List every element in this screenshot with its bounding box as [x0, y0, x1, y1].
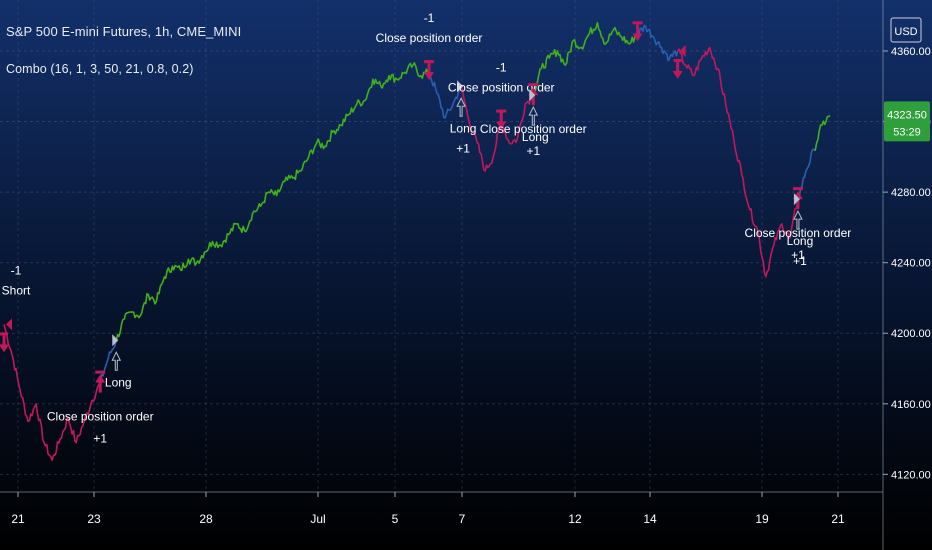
- cover-arrow-icon: [95, 374, 106, 393]
- long-flag-icon: [529, 89, 536, 102]
- price-segment-neutral: [636, 24, 679, 62]
- price-tick-label: 4280.00: [891, 187, 931, 199]
- grid: [0, 0, 883, 492]
- long-arrow-icon: [111, 351, 122, 371]
- order-type-label: Close position order: [47, 410, 154, 424]
- price-segment-down: [676, 46, 799, 278]
- price-segment-down: [460, 86, 535, 172]
- price-segment-down: [3, 324, 101, 462]
- order-type-label: Close position order: [448, 81, 555, 95]
- price-segment-up: [532, 21, 639, 96]
- long-arrow-icon: [793, 210, 803, 230]
- exit-arrow-icon: [424, 63, 435, 81]
- order-qty-label: +1: [791, 248, 805, 262]
- time-tick-label: 12: [568, 512, 582, 526]
- exit-marker-bar: [424, 60, 435, 64]
- price-segment-neutral: [99, 340, 118, 383]
- cover-marker-bar: [95, 370, 106, 374]
- short-arrow-icon: [0, 335, 9, 353]
- price-segment-neutral: [428, 71, 462, 119]
- order-qty-label: +1: [526, 144, 540, 158]
- order-type-label: Long: [787, 234, 814, 248]
- order-type-label: Long: [105, 375, 132, 389]
- time-tick-label: 21: [11, 512, 25, 526]
- symbol-title[interactable]: S&P 500 E-mini Futures, 1h, CME_MINI: [6, 24, 242, 39]
- time-tick-label: 21: [831, 512, 845, 526]
- price-tick-label: 4120.00: [891, 469, 931, 481]
- time-tick-label: 23: [87, 512, 101, 526]
- bar-countdown-label: 53:29: [893, 126, 921, 138]
- time-tick-label: 19: [755, 512, 769, 526]
- price-series: [3, 21, 831, 462]
- short-flag-icon: [679, 45, 686, 57]
- time-tick-label: 28: [199, 512, 213, 526]
- long-flag-icon: [457, 80, 464, 93]
- price-tick-label: 4200.00: [891, 328, 931, 340]
- order-type-label: Close position order: [376, 31, 483, 45]
- price-segment-up: [813, 114, 831, 151]
- order-type-label: Close position order: [745, 226, 852, 240]
- short-flag-icon: [6, 318, 12, 331]
- order-type-label: Long: [450, 121, 477, 135]
- exit-arrow-icon: [632, 24, 643, 42]
- order-qty-label: -1: [11, 263, 22, 277]
- price-tick-label: 4240.00: [891, 258, 931, 270]
- time-tick-label: 5: [392, 512, 399, 526]
- time-tick-label: Jul: [310, 512, 325, 526]
- cover-marker-bar: [792, 187, 803, 191]
- short-marker-bar: [0, 332, 8, 336]
- order-type-label: Close position order: [480, 122, 587, 136]
- currency-box: [890, 17, 922, 43]
- cover-marker-bar: [528, 83, 539, 87]
- exit-marker-bar: [632, 21, 643, 25]
- short-marker-bar: [673, 59, 682, 62]
- study-legend[interactable]: Combo (16, 1, 3, 50, 21, 0.8, 0.2): [6, 62, 194, 76]
- order-type-label: Short: [2, 283, 31, 297]
- price-tick-label: 4360.00: [891, 46, 931, 58]
- order-qty-label: -1: [496, 61, 507, 75]
- exit-marker-bar: [496, 109, 507, 113]
- order-qty-label: +1: [456, 141, 470, 155]
- price-tick-label: 4160.00: [891, 399, 931, 411]
- order-qty-label: -1: [424, 11, 435, 25]
- long-flag-icon: [112, 334, 119, 347]
- last-price-label: 4323.50: [887, 109, 927, 121]
- exit-arrow-icon: [496, 112, 507, 130]
- order-type-label: Long: [522, 130, 549, 144]
- currency-label: USD: [894, 26, 917, 38]
- time-tick-label: 7: [459, 512, 466, 526]
- last-price-badge: [884, 101, 930, 142]
- long-arrow-icon: [528, 105, 539, 126]
- order-qty-label: +1: [93, 432, 107, 446]
- order-qty-label: +1: [793, 254, 807, 268]
- price-segment-up: [115, 62, 430, 341]
- time-tick-label: 14: [643, 512, 657, 526]
- short-arrow-icon: [672, 62, 683, 79]
- long-arrow-icon: [456, 97, 466, 117]
- long-flag-icon: [793, 193, 800, 206]
